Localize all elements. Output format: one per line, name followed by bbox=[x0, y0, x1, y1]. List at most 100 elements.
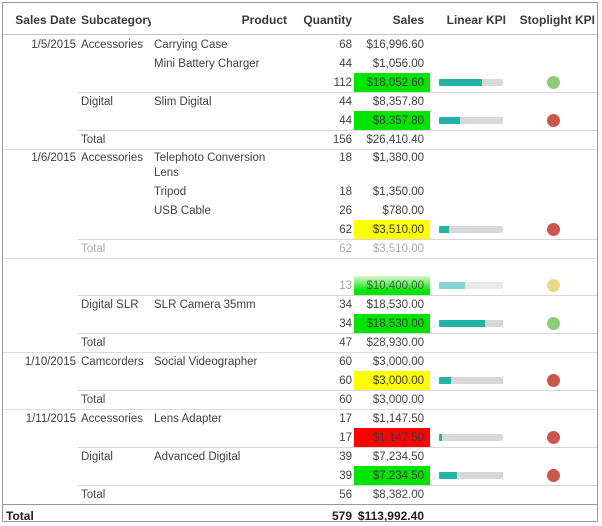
cell-subcategory[interactable]: Digital bbox=[81, 450, 113, 463]
cell-sales[interactable]: $18,052.60 bbox=[354, 73, 430, 92]
cell-stoplight-kpi[interactable] bbox=[508, 314, 597, 333]
cell-product[interactable] bbox=[151, 73, 289, 92]
cell-stoplight-kpi[interactable] bbox=[508, 54, 597, 73]
cell-linear-kpi[interactable] bbox=[430, 295, 508, 314]
cell-quantity[interactable]: 44 bbox=[339, 57, 352, 70]
cell-subcategory[interactable] bbox=[78, 466, 151, 485]
cell-quantity[interactable]: 26 bbox=[339, 204, 352, 217]
cell-stoplight-kpi[interactable] bbox=[508, 352, 597, 371]
cell-product[interactable] bbox=[151, 505, 289, 521]
cell-product[interactable]: Mini Battery Charger bbox=[154, 57, 260, 70]
cell-sales-date[interactable]: 1/5/2015 bbox=[31, 38, 76, 51]
cell-sales-date[interactable] bbox=[3, 390, 78, 409]
cell-subcategory[interactable] bbox=[78, 182, 151, 201]
cell-subcategory[interactable] bbox=[78, 220, 151, 239]
cell-sales[interactable]: $10,400.00 bbox=[354, 276, 430, 295]
cell-product[interactable]: Lens Adapter bbox=[154, 412, 222, 425]
cell-subcategory[interactable] bbox=[78, 73, 151, 92]
cell-sales[interactable]: $26,410.40 bbox=[366, 133, 424, 146]
cell-linear-kpi[interactable] bbox=[430, 485, 508, 504]
cell-linear-kpi[interactable] bbox=[430, 149, 508, 182]
cell-stoplight-kpi[interactable] bbox=[508, 428, 597, 447]
cell-product[interactable]: Advanced Digital bbox=[154, 450, 241, 463]
cell-linear-kpi[interactable] bbox=[430, 92, 508, 111]
column-header-subcategory[interactable]: Subcategory bbox=[81, 12, 151, 27]
cell-sales-date[interactable] bbox=[3, 92, 78, 111]
cell-subcategory[interactable]: Digital bbox=[81, 95, 113, 108]
cell-subcategory[interactable]: Accessories bbox=[81, 412, 143, 425]
cell-subcategory[interactable] bbox=[78, 314, 151, 333]
cell-subcategory[interactable]: Accessories bbox=[81, 38, 143, 51]
cell-sales-date[interactable] bbox=[3, 333, 78, 352]
cell-stoplight-kpi[interactable] bbox=[508, 130, 597, 149]
cell-stoplight-kpi[interactable] bbox=[508, 390, 597, 409]
cell-product[interactable]: Carrying Case bbox=[154, 38, 228, 51]
cell-product[interactable] bbox=[151, 428, 289, 447]
cell-sales[interactable]: $3,510.00 bbox=[372, 242, 424, 255]
cell-sales[interactable]: $780.00 bbox=[382, 204, 424, 217]
cell-linear-kpi[interactable] bbox=[430, 276, 508, 295]
cell-subcategory[interactable] bbox=[78, 428, 151, 447]
cell-stoplight-kpi[interactable] bbox=[508, 466, 597, 485]
cell-sales[interactable]: $1,380.00 bbox=[372, 152, 424, 164]
cell-sales-date[interactable] bbox=[3, 130, 78, 149]
cell-sales-date[interactable]: 1/11/2015 bbox=[25, 412, 76, 425]
cell-subcategory[interactable]: Accessories bbox=[81, 152, 143, 164]
cell-subcategory[interactable]: Digital SLR bbox=[81, 298, 139, 311]
cell-stoplight-kpi[interactable] bbox=[508, 149, 597, 182]
cell-linear-kpi[interactable] bbox=[430, 447, 508, 466]
cell-product[interactable] bbox=[151, 314, 289, 333]
cell-subcategory[interactable]: Total bbox=[81, 488, 106, 501]
cell-subcategory[interactable]: Total bbox=[81, 242, 106, 255]
cell-sales[interactable]: $16,996.60 bbox=[366, 38, 424, 51]
cell-product[interactable] bbox=[151, 130, 289, 149]
cell-quantity[interactable]: 17 bbox=[339, 412, 352, 425]
cell-quantity[interactable]: 39 bbox=[339, 469, 352, 482]
cell-sales[interactable]: $1,147.50 bbox=[354, 428, 430, 447]
cell-linear-kpi[interactable] bbox=[430, 201, 508, 220]
cell-quantity[interactable]: 18 bbox=[339, 185, 352, 198]
cell-sales[interactable]: $7,234.50 bbox=[354, 466, 430, 485]
cell-quantity[interactable]: 60 bbox=[339, 355, 352, 368]
cell-subcategory[interactable] bbox=[78, 201, 151, 220]
cell-sales-date[interactable] bbox=[3, 314, 78, 333]
cell-linear-kpi[interactable] bbox=[430, 73, 508, 92]
cell-linear-kpi[interactable] bbox=[430, 352, 508, 371]
cell-subcategory[interactable]: Total bbox=[81, 133, 106, 146]
cell-quantity[interactable]: 60 bbox=[339, 374, 352, 387]
cell-quantity[interactable]: 47 bbox=[339, 336, 352, 349]
cell-stoplight-kpi[interactable] bbox=[508, 485, 597, 504]
cell-linear-kpi[interactable] bbox=[430, 182, 508, 201]
cell-sales[interactable]: $28,930.00 bbox=[366, 336, 424, 349]
cell-stoplight-kpi[interactable] bbox=[508, 447, 597, 466]
cell-quantity[interactable]: 44 bbox=[339, 95, 352, 108]
cell-sales[interactable]: $1,350.00 bbox=[372, 185, 424, 198]
cell-sales[interactable]: $7,234.50 bbox=[372, 450, 424, 463]
cell-sales-date[interactable] bbox=[3, 485, 78, 504]
cell-sales[interactable]: $8,357.80 bbox=[354, 111, 430, 130]
cell-linear-kpi[interactable] bbox=[430, 409, 508, 428]
cell-product[interactable] bbox=[151, 239, 289, 258]
column-header-stoplight-kpi[interactable]: Stoplight KPI bbox=[519, 12, 595, 27]
cell-stoplight-kpi[interactable] bbox=[508, 505, 597, 521]
cell-product[interactable]: Social Videographer bbox=[154, 355, 258, 368]
cell-sales[interactable]: $1,147.50 bbox=[372, 412, 424, 425]
cell-quantity[interactable]: 60 bbox=[339, 393, 352, 406]
cell-stoplight-kpi[interactable] bbox=[508, 201, 597, 220]
cell-subcategory[interactable] bbox=[78, 276, 151, 295]
cell-stoplight-kpi[interactable] bbox=[508, 73, 597, 92]
cell-linear-kpi[interactable] bbox=[430, 220, 508, 239]
cell-sales-date[interactable] bbox=[3, 428, 78, 447]
cell-subcategory[interactable] bbox=[78, 54, 151, 73]
cell-stoplight-kpi[interactable] bbox=[508, 92, 597, 111]
cell-quantity[interactable]: 62 bbox=[339, 223, 352, 236]
cell-sales[interactable]: $3,000.00 bbox=[372, 355, 424, 368]
column-header-sales[interactable]: Sales bbox=[392, 12, 424, 27]
cell-sales-date[interactable]: 1/10/2015 bbox=[24, 355, 76, 368]
cell-sales-date[interactable] bbox=[3, 111, 78, 130]
cell-stoplight-kpi[interactable] bbox=[508, 220, 597, 239]
cell-product[interactable] bbox=[151, 390, 289, 409]
cell-quantity[interactable]: 62 bbox=[339, 242, 352, 255]
cell-quantity[interactable]: 13 bbox=[339, 279, 352, 292]
cell-sales[interactable]: $3,510.00 bbox=[354, 220, 430, 239]
